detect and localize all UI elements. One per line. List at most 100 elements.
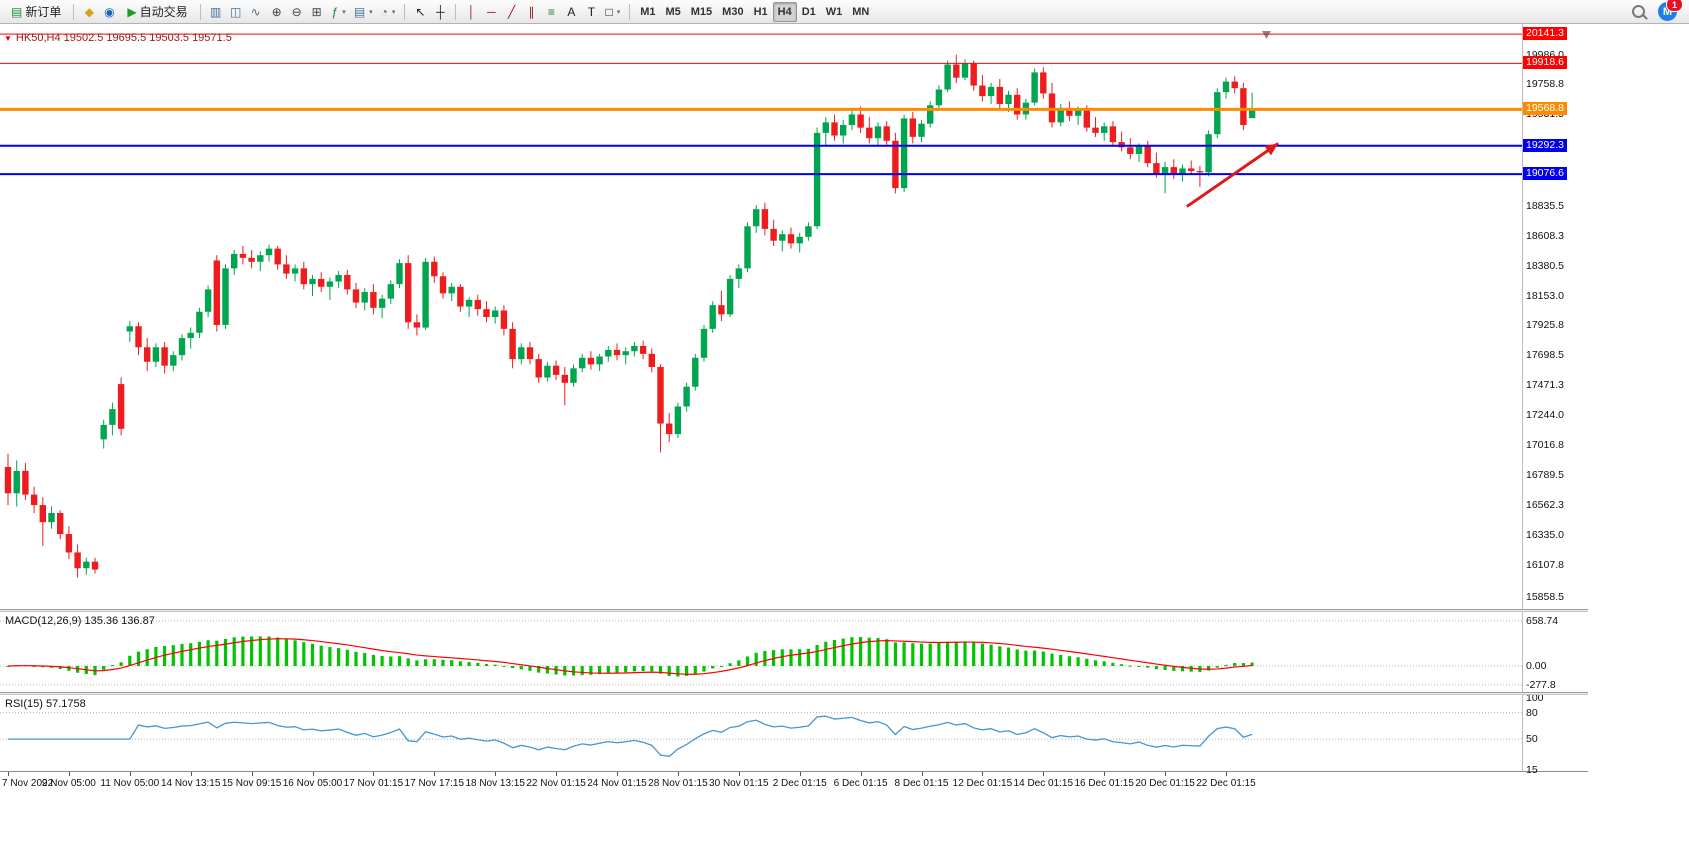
time-tick — [68, 772, 70, 776]
timeframe-w1-button[interactable]: W1 — [821, 2, 848, 22]
rsi-label: RSI(15) 57.1758 — [5, 698, 86, 710]
time-tick — [373, 772, 375, 776]
new-order-label: 新订单 — [25, 5, 62, 19]
time-axis[interactable]: 7 Nov 2022 9 Nov 05:00 11 Nov 05:00 14 Nov … — [0, 771, 1588, 794]
auto-trading-button[interactable]: ▶ 自动交易 — [120, 2, 194, 22]
indicators-button[interactable]: ƒ ▾ — [328, 2, 350, 22]
candlestick-chart-icon: ◫ — [229, 4, 242, 19]
time-tick — [1043, 772, 1045, 776]
symbol-marker-icon: ▼ — [4, 33, 12, 43]
date-label: 20 Dec 01:15 — [1135, 778, 1195, 789]
text-icon: A — [567, 4, 576, 19]
price-axis-label: 18153.0 — [1526, 289, 1564, 302]
timeframe-mn-button[interactable]: MN — [847, 2, 874, 22]
price-level-badge: 19918.6 — [1523, 56, 1567, 70]
shapes-button[interactable]: □ ▾ — [601, 2, 624, 22]
price-axis-label: 17471.3 — [1526, 379, 1564, 392]
bar-chart-button[interactable]: ▥ — [206, 2, 226, 22]
channel-icon: ∥ — [528, 4, 535, 19]
price-axis-label: 16789.5 — [1526, 468, 1564, 481]
text-button[interactable]: A — [561, 2, 581, 22]
indicators-icon: ƒ — [331, 4, 339, 19]
timeframe-m30-button[interactable]: M30 — [717, 2, 748, 22]
macd-axis-label: -277.8 — [1526, 678, 1556, 691]
rsi-splitter[interactable] — [0, 692, 1588, 695]
time-tick — [556, 772, 558, 776]
bar-chart-icon: ▥ — [209, 4, 222, 19]
price-axis-label: 17698.5 — [1526, 349, 1564, 362]
vertical-line-button[interactable]: │ — [461, 2, 481, 22]
horizontal-line-button[interactable]: ─ — [481, 2, 501, 22]
vertical-line-icon: │ — [467, 4, 476, 19]
time-tick — [312, 772, 314, 776]
trendline-button[interactable]: ╱ — [501, 2, 521, 22]
timeframe-m1-button[interactable]: M1 — [635, 2, 660, 22]
price-axis[interactable]: 19986.019758.819531.519304.319077.018835… — [1523, 29, 1588, 609]
macd-panel[interactable] — [0, 612, 1522, 692]
date-label: 28 Nov 01:15 — [648, 778, 708, 789]
candlestick-chart-button[interactable]: ◫ — [226, 2, 246, 22]
zoom-in-icon: ⊕ — [271, 4, 282, 19]
price-chart[interactable] — [0, 29, 1522, 609]
time-tick — [129, 772, 131, 776]
account-icon-group: ◆ ◉ — [79, 2, 119, 22]
macd-splitter[interactable] — [0, 609, 1588, 612]
time-tick — [860, 772, 862, 776]
periods-button[interactable]: ◔ ▾ — [377, 2, 400, 22]
search-icon — [1632, 4, 1645, 18]
market-button[interactable]: ◆ — [79, 2, 99, 22]
rsi-panel[interactable] — [0, 695, 1522, 770]
crosshair-button[interactable]: ┼ — [430, 2, 450, 22]
date-label: 24 Nov 01:15 — [587, 778, 647, 789]
zoom-out-button[interactable]: ⊖ — [287, 2, 307, 22]
price-axis-label: 17016.8 — [1526, 439, 1564, 452]
community-chart-button[interactable]: ◉ — [99, 2, 119, 22]
new-order-button[interactable]: ▤ 新订单 — [4, 2, 68, 22]
date-label: 8 Dec 01:15 — [894, 778, 949, 789]
community-button[interactable]: M 1 — [1658, 0, 1683, 21]
axis-divider — [1522, 24, 1523, 771]
date-label: 2 Dec 01:15 — [772, 778, 827, 789]
shapes-icon: □ — [605, 4, 613, 19]
timeframe-group: M1 M5 M15 M30 H1 H4 D1 W1 MN — [635, 1, 874, 22]
community-chart-icon: ◉ — [104, 4, 115, 19]
cursor-icon: ↖ — [415, 4, 426, 19]
community-icon: M — [1662, 5, 1673, 18]
timeframe-h1-button[interactable]: H1 — [749, 2, 773, 22]
date-label: 9 Nov 05:00 — [41, 778, 96, 789]
timeframe-m15-button[interactable]: M15 — [686, 2, 717, 22]
fibonacci-button[interactable]: ≡ — [541, 2, 561, 22]
auto-trading-icon: ▶ — [127, 4, 137, 19]
chart-manage-group: ƒ ▾ ▤ ▾ ◔ ▾ — [328, 2, 400, 22]
date-label: 12 Dec 01:15 — [952, 778, 1013, 789]
dropdown-caret-icon: ▾ — [391, 8, 396, 16]
new-chart-button[interactable]: ▤ ▾ — [350, 2, 377, 22]
timeframe-d1-button[interactable]: D1 — [797, 2, 821, 22]
new-order-icon: ▤ — [11, 4, 23, 19]
time-tick — [1104, 772, 1106, 776]
timeframe-m5-button[interactable]: M5 — [660, 2, 685, 22]
timeframe-h4-button[interactable]: H4 — [772, 1, 797, 22]
line-chart-button[interactable]: ∿ — [246, 2, 266, 22]
tile-windows-button[interactable]: ⊞ — [307, 2, 327, 22]
market-icon: ◆ — [84, 4, 94, 19]
price-level-badge: 19568.8 — [1523, 102, 1567, 116]
new-chart-icon: ▤ — [353, 4, 366, 19]
toolbar-separator — [404, 3, 406, 20]
cursor-button[interactable]: ↖ — [410, 2, 430, 22]
candles — [4, 54, 1256, 578]
price-axis-label: 17244.0 — [1526, 409, 1564, 422]
date-label: 14 Dec 01:15 — [1013, 778, 1074, 789]
price-axis-label: 16107.8 — [1526, 558, 1564, 571]
search-button[interactable] — [1630, 3, 1648, 21]
text-label-button[interactable]: T — [581, 2, 601, 22]
date-label: 30 Nov 01:15 — [709, 778, 769, 789]
zoom-out-icon: ⊖ — [291, 4, 302, 19]
rsi-line — [8, 715, 1253, 758]
dropdown-caret-icon: ▾ — [369, 8, 373, 16]
toolbar-separator — [73, 3, 75, 20]
zoom-in-button[interactable]: ⊕ — [267, 2, 287, 22]
rsi-axis-label: 80 — [1526, 706, 1538, 719]
time-tick — [738, 772, 740, 776]
channel-button[interactable]: ∥ — [521, 2, 541, 22]
